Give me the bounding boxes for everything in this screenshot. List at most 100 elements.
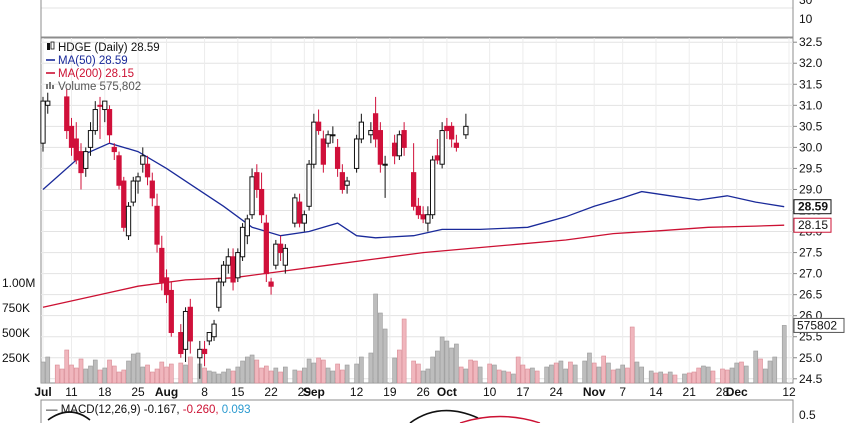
candle-body [339, 172, 345, 190]
candle-body [463, 125, 469, 136]
candle-body [320, 138, 326, 165]
volume-bar [268, 370, 274, 384]
volume-bar [311, 362, 317, 384]
volume-bar [492, 364, 497, 384]
price-tick-label: 29.0 [799, 182, 823, 196]
volume-bar [720, 368, 725, 384]
volume-bar [164, 366, 169, 384]
candle-body [182, 310, 189, 350]
candle-body [121, 180, 127, 228]
volume-bar [515, 356, 521, 384]
price-badge-value: 28.59 [798, 200, 828, 214]
volume-bar [625, 367, 630, 384]
volume-bar [762, 368, 768, 384]
candle-body [444, 125, 450, 132]
volume-tick-label: 500K [2, 326, 30, 340]
volume-bar [601, 355, 607, 384]
candle-body [453, 142, 460, 148]
candle-body [420, 214, 426, 220]
volume-bar [40, 361, 46, 384]
candle-body [273, 243, 279, 266]
candle-body [197, 348, 203, 359]
volume-bar [373, 293, 378, 384]
volume-bar [316, 357, 321, 384]
candle-body [68, 125, 75, 148]
volume-bar [582, 360, 588, 384]
volume-bar [506, 371, 511, 384]
price-tick-label: 31.0 [799, 98, 823, 112]
ma50-series [42, 142, 785, 239]
volume-bar [710, 370, 716, 384]
candle-body [201, 348, 208, 355]
date-tick-label: 15 [231, 385, 245, 399]
volume-bar [264, 365, 269, 384]
candle-body [377, 130, 384, 165]
candle-body [102, 100, 108, 111]
candle-body [306, 163, 312, 207]
date-tick-label: 21 [683, 385, 697, 399]
volume-bar [292, 369, 298, 384]
volume-bar [463, 368, 469, 384]
volume-bar [663, 373, 668, 384]
volume-bar [439, 336, 445, 384]
volume-axis: 1.00M 750K 500K 250K [2, 276, 35, 365]
candle-body [78, 151, 84, 174]
volume-bar [216, 373, 222, 384]
volume-bar [682, 373, 687, 384]
volume-bar [244, 356, 250, 384]
volume-bar [221, 371, 226, 384]
volume-bar [140, 366, 146, 384]
volume-bar [135, 352, 141, 384]
candle-body [83, 151, 89, 169]
date-tick-label: Nov [583, 385, 606, 399]
candle-body [429, 159, 436, 216]
volume-bar [530, 367, 535, 384]
candle-body [116, 155, 122, 186]
volume-bar [107, 359, 112, 384]
candle-body [410, 172, 417, 207]
candle-body [135, 176, 141, 182]
volume-bar [368, 352, 374, 384]
volume-bar [92, 359, 98, 384]
volume-bar [648, 370, 654, 384]
volume-bars [40, 293, 787, 384]
volume-bar [168, 363, 174, 384]
volume-bar [249, 354, 255, 384]
volume-bar [743, 365, 749, 384]
legend-entry: Volume 575,802 [58, 81, 141, 93]
volume-bar [454, 343, 459, 384]
volume-tick-label: 750K [2, 301, 30, 315]
candle-body [140, 155, 146, 165]
candle-body [368, 130, 374, 136]
candle-body [263, 222, 269, 275]
volume-bar [667, 371, 673, 384]
volume-bar [111, 365, 117, 384]
volume-bar [178, 362, 184, 384]
volume-bar [458, 366, 464, 384]
candle-body [230, 256, 236, 283]
macd-frame [40, 399, 794, 423]
volume-bar [430, 356, 435, 384]
volume-bar [116, 371, 122, 384]
volume-bar [758, 358, 763, 384]
volume-bar [591, 362, 597, 384]
ma50-line [42, 142, 785, 239]
volume-bar [254, 359, 260, 384]
volume-bar [64, 349, 70, 384]
volume-bar [549, 364, 554, 384]
volume-bar [416, 363, 421, 384]
price-tick-label: 26.5 [799, 288, 823, 302]
candle-body [206, 332, 212, 342]
volume-bar [468, 359, 473, 384]
volume-bar [126, 360, 131, 384]
volume-bar [477, 366, 483, 384]
candle-body [216, 281, 222, 308]
macd-tick-label: 0.5 [799, 408, 816, 422]
candle-body [163, 277, 170, 296]
top-panel-tick: 30 [799, 0, 813, 7]
candle-body [159, 247, 165, 283]
volume-bar [696, 367, 702, 384]
volume-bar [686, 372, 692, 384]
